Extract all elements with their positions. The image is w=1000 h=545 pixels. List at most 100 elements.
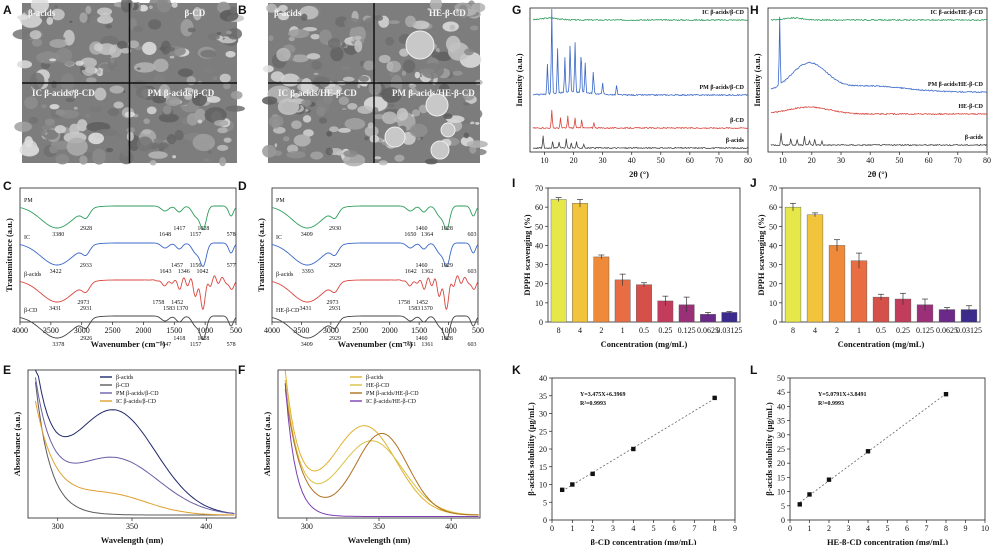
x-tick-label: 7 <box>692 524 696 533</box>
bar-8 <box>551 199 566 322</box>
sem-particle <box>467 140 488 148</box>
sem-sphere <box>431 141 449 159</box>
ftir-frame-D <box>272 188 478 322</box>
sem-particle <box>32 38 42 46</box>
peak-label: 3431 <box>299 306 311 312</box>
y-tick-label: 0 <box>781 516 785 525</box>
x-tick-label: 2 <box>835 326 839 335</box>
sem-particle <box>198 120 203 124</box>
peak-label: 1650 <box>404 232 416 238</box>
sem-particle <box>359 76 369 82</box>
x-tick-label: 1 <box>570 524 574 533</box>
peak-label: 2930 <box>329 226 341 232</box>
sem-particle <box>92 149 106 165</box>
x-tick-label: 2 <box>827 524 831 533</box>
legend-entry: β-acids <box>366 375 384 381</box>
y-tick-label: 0 <box>773 318 777 327</box>
x-tick-label: 0.25 <box>658 326 672 335</box>
fit-r2: R²=0.9993 <box>818 401 844 407</box>
sem-particle <box>56 154 70 164</box>
sem-particle <box>65 98 74 102</box>
peak-label: 1361 <box>421 342 433 348</box>
y-tick-label: 10 <box>539 481 547 490</box>
sem-particle <box>127 132 134 141</box>
sem-particle <box>330 47 343 62</box>
sem-particle <box>79 155 87 164</box>
series-label: PM <box>276 198 285 204</box>
y-tick-label: 10 <box>777 488 785 497</box>
x-axis-label: Wavenumber (cm⁻¹) <box>338 339 413 349</box>
sem-particle <box>143 118 149 124</box>
x-tick-label: 1500 <box>411 326 427 335</box>
sem-particle <box>153 59 168 72</box>
sem-particle <box>163 106 172 115</box>
x-tick-label: 8 <box>791 326 795 335</box>
series-label: HE-β-CD <box>276 308 300 314</box>
bar-4 <box>572 203 587 322</box>
x-tick-label: 0.03125 <box>716 326 742 335</box>
sem-label: β-CD <box>185 8 206 18</box>
sem-particle <box>105 24 112 28</box>
peak-label: 2926 <box>80 336 92 342</box>
sem-label: IC β-acids/β-CD <box>32 88 95 98</box>
legend-entry: PM β-acids/HE-β-CD <box>366 391 419 397</box>
sem-particle <box>343 77 355 82</box>
fit-line <box>800 394 946 503</box>
sem-particle <box>17 60 32 68</box>
x-tick-label: 60 <box>686 156 694 165</box>
y-axis-label: Absorbance (a.u.) <box>12 412 22 477</box>
sem-particle <box>17 15 28 20</box>
sem-particle <box>388 104 395 108</box>
x-axis-label: Wavelength (nm) <box>348 535 411 545</box>
peak-label: 1583 <box>408 306 420 312</box>
sem-particle <box>220 74 231 83</box>
sem-particle <box>328 38 341 48</box>
x-tick-label: 0.125 <box>916 326 934 335</box>
x-axis-label: Concentration (mg/mL) <box>601 339 688 349</box>
series-label: IC β-acids/HE-β-CD <box>931 10 984 16</box>
sem-particle <box>113 102 123 109</box>
sem-particle <box>187 76 196 85</box>
y-tick-label: 20 <box>777 459 785 468</box>
x-tick-label: 9 <box>964 524 968 533</box>
sem-particle <box>170 56 175 59</box>
sem-particle <box>311 60 322 70</box>
peak-label: 1370 <box>421 306 433 312</box>
sem-particle <box>443 114 452 119</box>
data-point <box>560 488 564 492</box>
sem-particle <box>217 127 228 133</box>
x-tick-label: 0.0625 <box>936 326 958 335</box>
peak-label: 1370 <box>176 306 188 312</box>
bar-4 <box>807 215 823 322</box>
y-tick-label: 30 <box>535 261 543 270</box>
x-tick-label: 5 <box>886 524 890 533</box>
sem-particle <box>123 91 125 93</box>
sem-particle <box>408 21 411 24</box>
sem-label: IC β-acids/HE-β-CD <box>278 88 357 98</box>
sem-particle <box>150 160 157 165</box>
peak-label: 3378 <box>52 342 64 348</box>
peak-label: 2931 <box>329 306 341 312</box>
sem-particle <box>39 130 46 136</box>
y-tick-label: 35 <box>777 417 785 426</box>
legend-entry: HE-β-CD <box>366 383 390 389</box>
sem-particle <box>108 108 119 116</box>
sem-particle <box>394 155 404 162</box>
bar-8 <box>785 207 801 322</box>
sem-particle <box>64 60 74 66</box>
sem-particle <box>464 48 474 55</box>
x-tick-label: 0.03125 <box>956 326 982 335</box>
sem-particle <box>350 38 355 41</box>
peak-label: 2933 <box>80 263 92 269</box>
sem-particle <box>342 108 347 110</box>
x-tick-label: 2000 <box>135 326 151 335</box>
sem-particle <box>262 96 277 104</box>
sem-particle <box>385 37 394 46</box>
y-tick-label: 20 <box>539 445 547 454</box>
series-label: β-CD <box>24 308 38 314</box>
peak-label: 1028 <box>441 226 453 232</box>
bar-1 <box>851 261 867 322</box>
peak-label: 603 <box>467 232 476 238</box>
sem-particle <box>417 137 421 140</box>
x-tick-label: 20 <box>808 156 816 165</box>
